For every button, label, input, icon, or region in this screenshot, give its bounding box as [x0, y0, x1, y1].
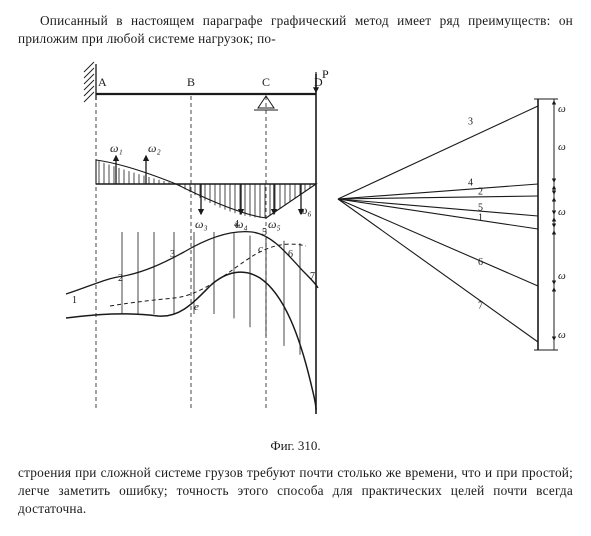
- figure-caption: Фиг. 310.: [270, 438, 320, 454]
- figure-310: ABCDPω₁ω₂ω₃ω₄ω₅ω₆1234567ce3425167ω₂ω₃ω₄ω…: [18, 54, 573, 454]
- svg-text:ω₁: ω₁: [110, 141, 123, 155]
- paragraph-2: строения при сложной системе грузов треб…: [18, 464, 573, 518]
- svg-text:ω₃: ω₃: [195, 217, 208, 231]
- svg-text:2: 2: [478, 187, 483, 198]
- svg-text:4: 4: [234, 219, 239, 230]
- svg-text:5: 5: [262, 227, 267, 238]
- svg-text:C: C: [262, 75, 270, 89]
- svg-text:ω₅: ω₅: [268, 217, 281, 231]
- svg-text:7: 7: [310, 271, 315, 282]
- svg-text:ω₆: ω₆: [299, 203, 312, 217]
- svg-text:ω₂: ω₂: [148, 141, 161, 155]
- svg-text:7: 7: [478, 300, 483, 311]
- svg-text:P: P: [322, 67, 329, 81]
- svg-text:e: e: [194, 301, 199, 313]
- svg-text:ω₂: ω₂: [558, 103, 566, 115]
- paragraph-1: Описанный в настоящем параграфе графичес…: [18, 12, 573, 48]
- svg-text:6: 6: [288, 249, 293, 260]
- svg-text:4: 4: [468, 177, 473, 188]
- svg-text:ω₃: ω₃: [558, 141, 566, 153]
- svg-text:ω₅: ω₅: [558, 270, 566, 282]
- svg-text:c: c: [258, 243, 263, 255]
- svg-text:3: 3: [170, 249, 175, 260]
- svg-text:6: 6: [478, 257, 483, 268]
- svg-text:ω₄: ω₄: [558, 206, 566, 218]
- figure-svg: ABCDPω₁ω₂ω₃ω₄ω₅ω₆1234567ce3425167ω₂ω₃ω₄ω…: [26, 54, 566, 434]
- svg-text:3: 3: [468, 116, 473, 127]
- svg-text:A: A: [98, 75, 107, 89]
- svg-text:B: B: [187, 75, 195, 89]
- svg-text:1: 1: [72, 295, 77, 306]
- svg-text:2: 2: [118, 273, 123, 284]
- svg-text:1: 1: [478, 212, 483, 223]
- svg-text:ω₆: ω₆: [558, 329, 566, 341]
